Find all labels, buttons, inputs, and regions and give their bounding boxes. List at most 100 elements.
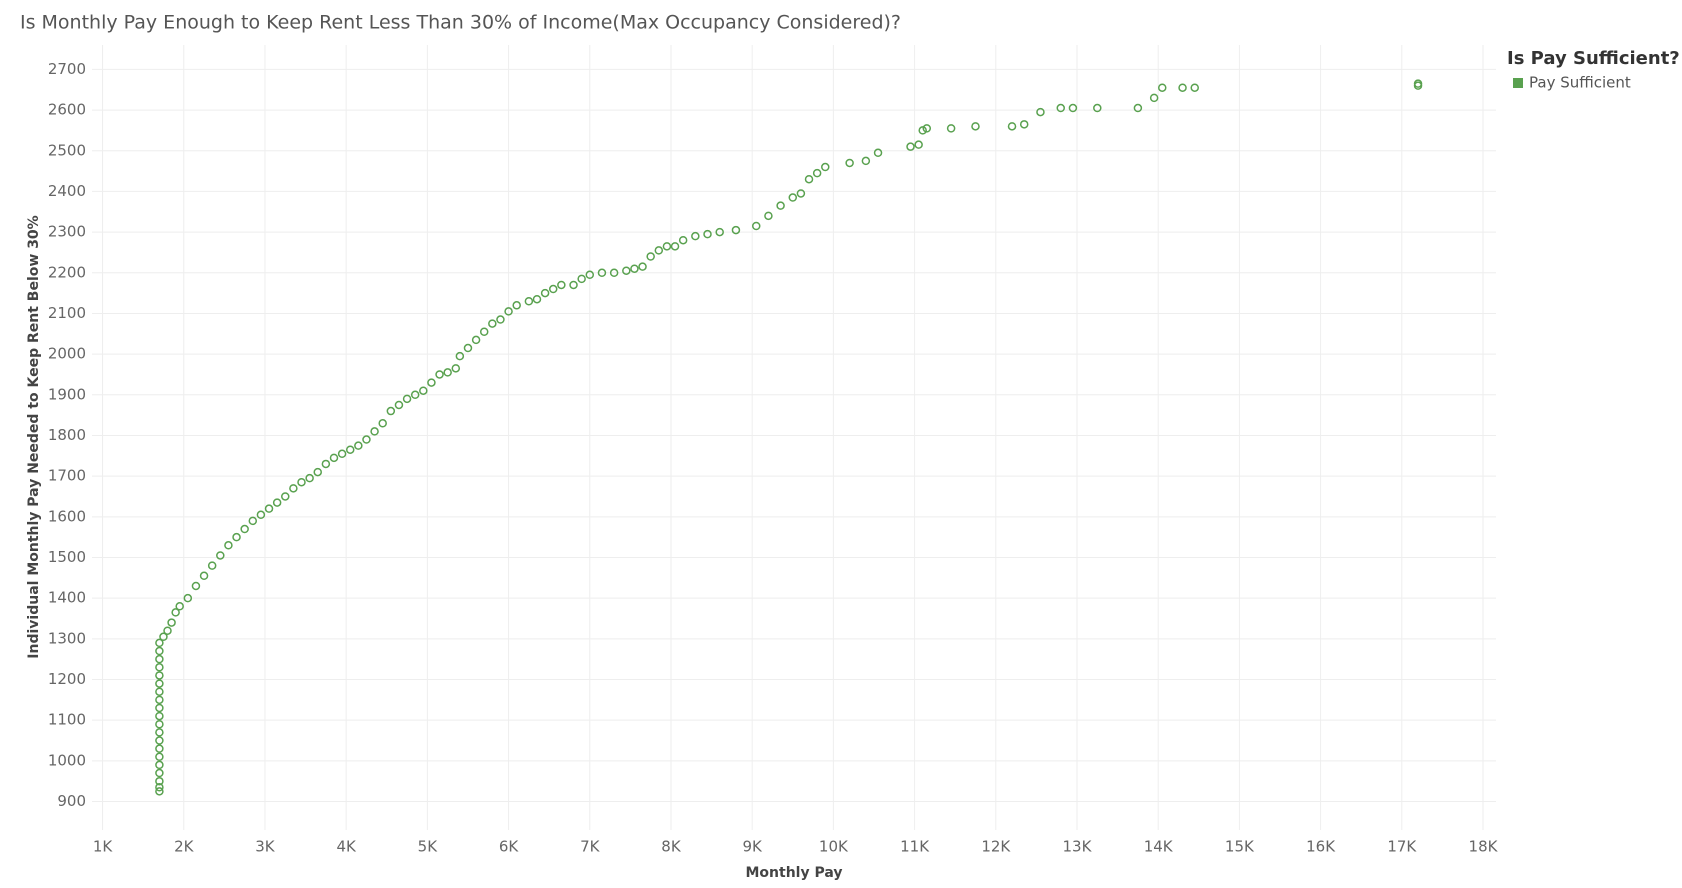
point: [569, 280, 578, 290]
point: [463, 343, 473, 353]
point: [1178, 83, 1187, 92]
point: [451, 364, 461, 373]
point: [646, 252, 655, 261]
point: [289, 484, 298, 493]
point: [622, 266, 631, 275]
x-tick-label: 6K: [499, 838, 520, 856]
y-tick-label: 2500: [48, 141, 86, 159]
point: [386, 406, 396, 416]
y-tick-label: 900: [57, 792, 86, 810]
x-tick-label: 11K: [900, 838, 930, 856]
point: [155, 654, 164, 664]
point: [232, 532, 241, 542]
point: [548, 284, 558, 294]
point: [540, 288, 550, 298]
x-tick-label: 17K: [1387, 838, 1417, 856]
point: [155, 719, 164, 729]
point: [155, 736, 164, 745]
point: [155, 646, 164, 656]
point: [703, 229, 712, 239]
point: [155, 687, 164, 696]
point: [199, 571, 209, 581]
point: [471, 335, 481, 345]
y-tick-label: 1800: [48, 426, 86, 444]
x-tick-label: 5K: [418, 838, 439, 856]
point: [1158, 83, 1167, 92]
x-tick-label: 3K: [255, 838, 276, 856]
point: [155, 744, 164, 753]
y-tick-label: 2600: [48, 101, 86, 119]
point: [585, 270, 595, 280]
point: [906, 142, 915, 151]
point: [419, 386, 428, 395]
point: [731, 225, 741, 235]
point: [171, 608, 180, 617]
point: [812, 168, 822, 178]
point: [597, 268, 607, 278]
point: [281, 492, 290, 501]
x-tick-label: 1K: [93, 838, 114, 856]
point: [691, 231, 700, 241]
y-tick-label: 2000: [48, 345, 86, 363]
point: [394, 400, 404, 410]
point: [427, 378, 436, 387]
point: [155, 783, 164, 792]
y-tick-label: 2200: [48, 263, 86, 281]
point: [264, 504, 274, 513]
point: [402, 394, 412, 404]
point: [155, 671, 164, 680]
point: [946, 124, 956, 133]
point: [191, 581, 201, 591]
point: [370, 427, 379, 436]
point: [240, 524, 249, 534]
point: [159, 632, 168, 642]
point: [216, 551, 225, 560]
point: [272, 498, 282, 507]
legend-title: Is Pay Sufficient?: [1507, 48, 1680, 69]
x-tick-label: 8K: [661, 838, 682, 856]
y-tick-label: 1600: [48, 507, 86, 525]
point: [577, 274, 586, 284]
point: [256, 510, 266, 520]
point: [410, 390, 420, 400]
point: [155, 752, 164, 762]
y-tick-label: 2100: [48, 304, 86, 322]
point: [1007, 122, 1017, 131]
y-tick-label: 2300: [48, 223, 86, 241]
point: [1133, 103, 1143, 113]
point: [167, 618, 176, 627]
point: [155, 787, 164, 796]
point: [183, 593, 193, 603]
point: [155, 711, 164, 721]
point: [435, 370, 444, 379]
point: [313, 467, 322, 477]
point: [532, 294, 542, 304]
point: [321, 459, 331, 469]
point: [654, 246, 664, 255]
x-tick-label: 14K: [1144, 838, 1174, 856]
point: [455, 351, 465, 361]
point: [305, 473, 314, 483]
point: [378, 419, 387, 428]
x-tick-label: 15K: [1225, 838, 1255, 856]
point: [504, 307, 513, 316]
point: [155, 695, 164, 705]
y-tick-label: 1700: [48, 467, 86, 485]
point: [670, 242, 680, 251]
point: [488, 319, 497, 328]
y-tick-label: 1300: [48, 629, 86, 647]
point: [638, 262, 647, 271]
point: [821, 162, 830, 172]
point: [337, 449, 347, 459]
point: [155, 768, 164, 778]
y-axis-title: Individual Monthly Pay Needed to Keep Re…: [26, 215, 42, 658]
point: [524, 296, 534, 306]
x-tick-label: 9K: [742, 838, 763, 856]
chart-title: Is Monthly Pay Enough to Keep Rent Less …: [20, 12, 901, 34]
x-tick-label: 10K: [819, 838, 849, 856]
point: [155, 776, 164, 786]
point: [1093, 103, 1102, 113]
point: [918, 126, 927, 135]
